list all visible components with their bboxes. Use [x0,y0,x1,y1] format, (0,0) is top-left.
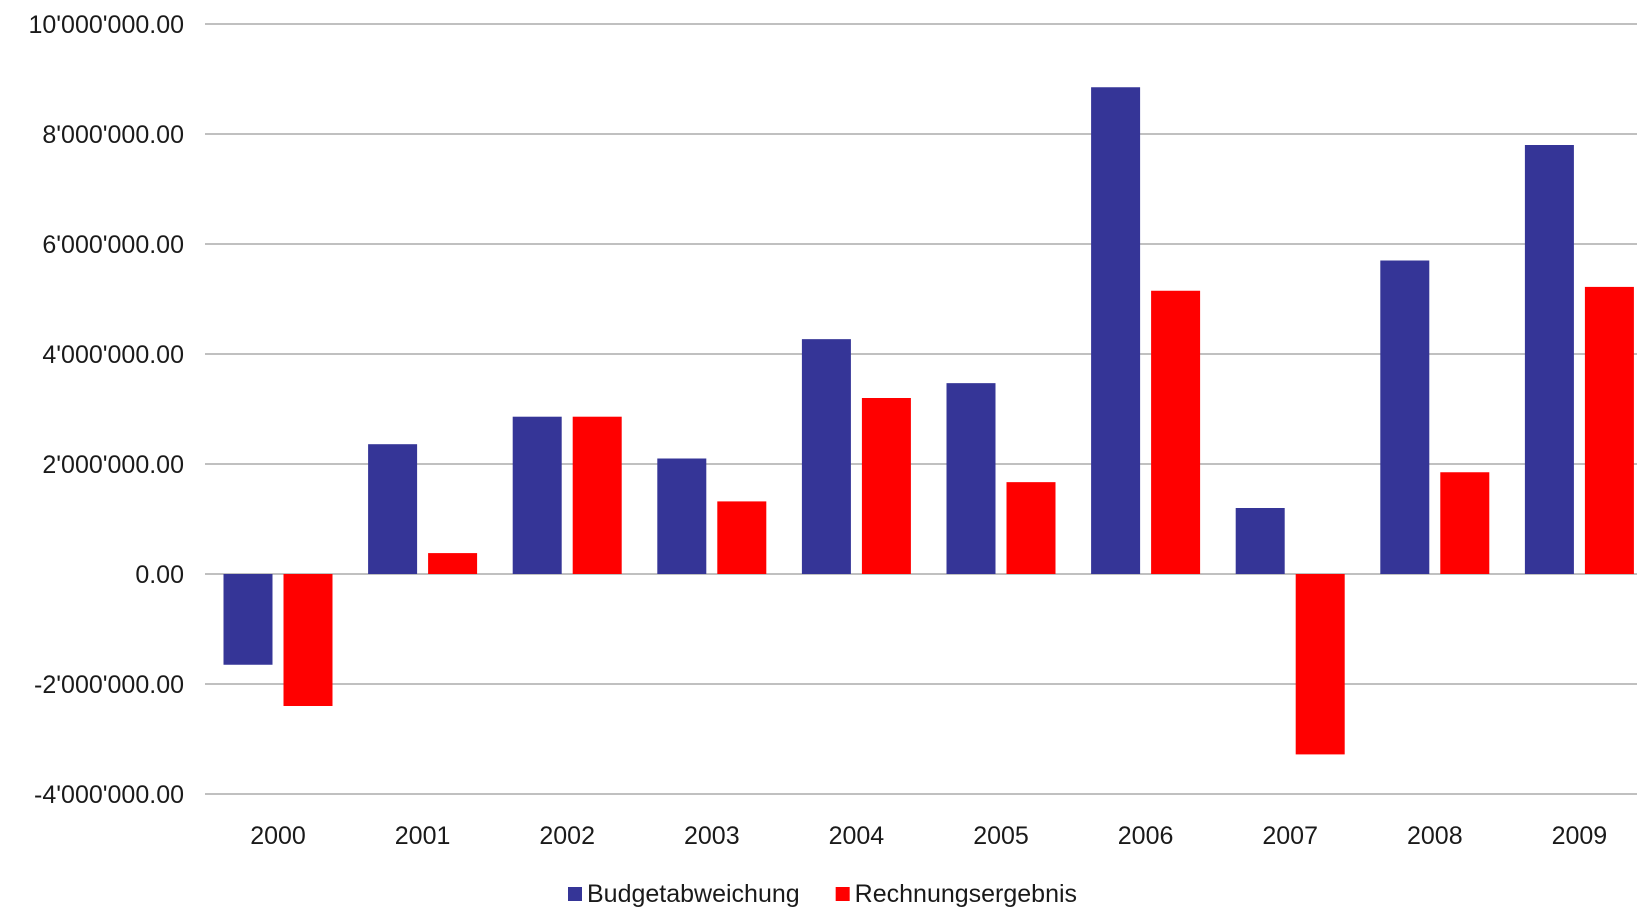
bar-rechnungsergebnis-2006 [1151,290,1201,574]
legend-swatch [835,887,850,901]
bar-budgetabweichung-2006 [1091,87,1141,574]
bar-rechnungsergebnis-2002 [572,416,622,574]
x-tick-label: 2008 [1407,822,1463,850]
y-axis-tick-labels: -4'000'000.00 -2'000'000.00 0.00 2'000'000.… [28,11,184,809]
bar-rechnungsergebnis-2009 [1584,286,1634,574]
legend-label: Rechnungsergebnis [855,880,1077,908]
bar-rechnungsergebnis-2003 [717,501,767,574]
bar-rechnungsergebnis-2000 [283,574,333,706]
x-tick-label: 2007 [1262,822,1318,850]
bar-budgetabweichung-2004 [801,339,851,574]
legend-label: Budgetabweichung [587,880,800,908]
x-tick-label: 2000 [250,822,306,850]
y-tick-label: 6'000'000.00 [42,231,184,259]
y-tick-label: 2'000'000.00 [42,451,184,479]
bar-rechnungsergebnis-2007 [1295,574,1345,755]
bar-rechnungsergebnis-2008 [1440,472,1490,574]
bar-budgetabweichung-2002 [512,416,562,574]
bar-rechnungsergebnis-2005 [1006,482,1056,574]
x-axis-tick-labels: 2000 2001 2002 2003 2004 2005 2006 2007 2008 2009 [250,822,1607,850]
bar-budgetabweichung-2005 [946,383,996,574]
x-tick-label: 2002 [539,822,595,850]
x-tick-label: 2009 [1552,822,1608,850]
y-tick-label: -2'000'000.00 [34,671,184,699]
y-tick-label: 8'000'000.00 [42,121,184,149]
legend: Budgetabweichung Rechnungsergebnis [568,880,1077,908]
bar-budgetabweichung-2009 [1524,145,1574,574]
bar-budgetabweichung-2007 [1235,508,1285,574]
bar-budgetabweichung-2000 [223,574,273,665]
bar-budgetabweichung-2003 [657,458,707,574]
x-tick-label: 2004 [829,822,885,850]
y-tick-label: 4'000'000.00 [42,341,184,369]
bar-budgetabweichung-2001 [368,444,418,574]
x-tick-label: 2005 [973,822,1029,850]
x-tick-label: 2006 [1118,822,1174,850]
x-tick-label: 2001 [395,822,451,850]
bars [223,87,1634,755]
bar-budgetabweichung-2008 [1380,260,1430,574]
bar-rechnungsergebnis-2001 [428,553,478,574]
bar-rechnungsergebnis-2004 [861,398,911,574]
y-tick-label: 0.00 [135,561,184,589]
legend-swatch [568,887,582,901]
y-tick-label: 10'000'000.00 [28,11,184,39]
y-tick-label: -4'000'000.00 [34,781,184,809]
x-tick-label: 2003 [684,822,740,850]
